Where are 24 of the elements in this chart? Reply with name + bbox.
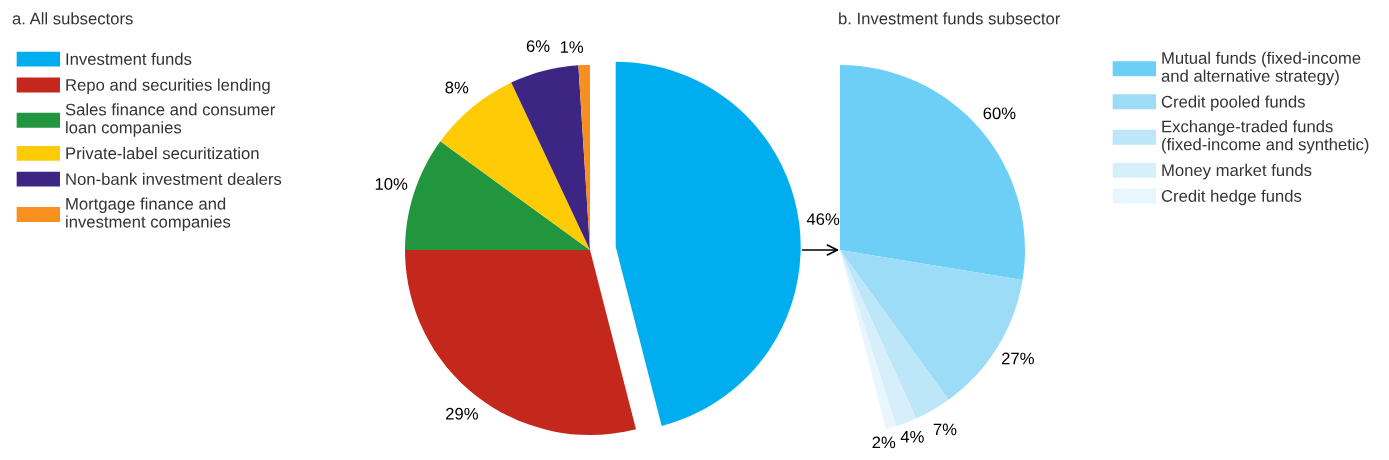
data-label: 60% (983, 107, 1016, 120)
legend-label: Mortgage finance and investment companies (66, 197, 231, 231)
data-label: 1% (560, 41, 584, 53)
legend-label: Sales finance and consumer loan companies (65, 103, 276, 137)
legend-label: Repo and securities lending (66, 78, 270, 95)
legend-label: Investment funds (66, 52, 192, 65)
legend-label: Exchange-traded funds (fixed-income and synthetic) (1162, 120, 1369, 154)
legend-label: Credit pooled funds (1161, 95, 1305, 111)
legend-label: Money market funds (1162, 163, 1312, 180)
legend-label: Private-label securitization (66, 146, 259, 160)
data-label: 8% (445, 81, 469, 94)
legend-label: Non-bank investment dealers (66, 172, 282, 186)
chart-title: b. Investment funds subsector (839, 12, 1061, 25)
data-label: 2% (872, 436, 896, 449)
legend-label: Credit hedge funds (1161, 189, 1302, 206)
data-label: 4% (900, 430, 924, 443)
legend-label: Mutual funds (fixed-income and alternative strategy) (1161, 51, 1361, 86)
data-label: 7% (933, 423, 957, 436)
data-label: 29% (446, 407, 478, 420)
data-label: 6% (526, 40, 550, 52)
chart-title: a. All subsectors (12, 12, 133, 25)
data-label: 27% (1001, 352, 1034, 365)
data-label: 46% (806, 213, 840, 226)
data-label: 10% (375, 178, 408, 190)
